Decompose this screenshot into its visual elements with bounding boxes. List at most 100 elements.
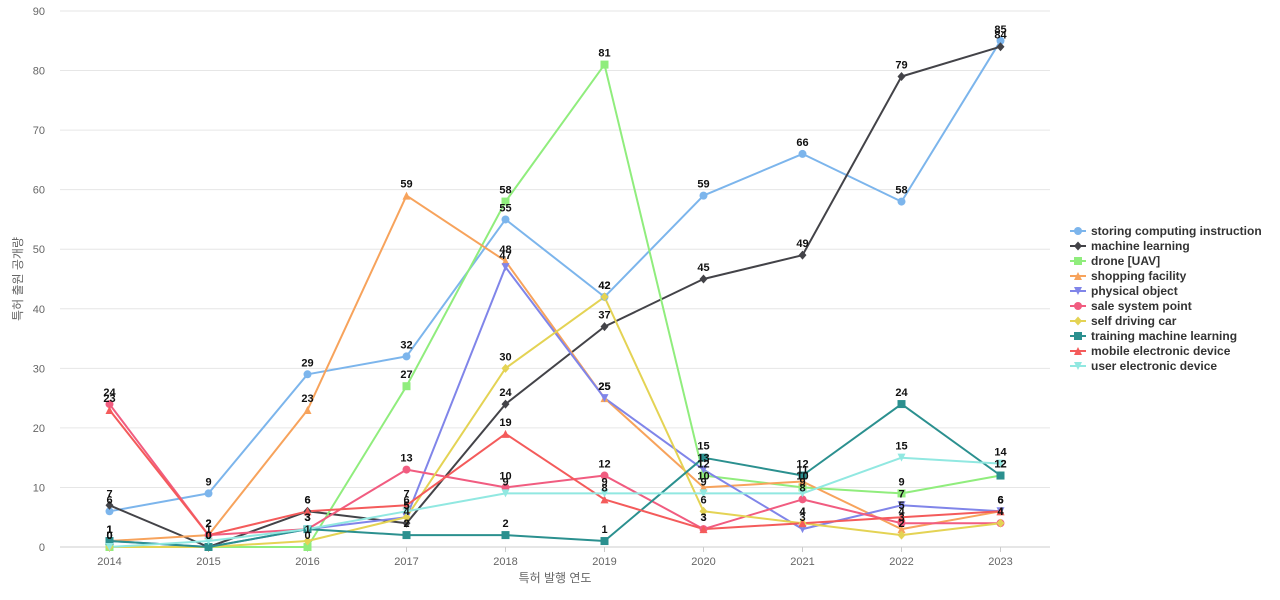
series-line-sale-system-point[interactable]	[108, 403, 1001, 537]
data-label-machine-learning: 37	[598, 310, 610, 322]
data-label-self-driving-car: 42	[598, 280, 610, 292]
data-label-physical-object: 7	[898, 488, 904, 500]
data-point-training-machine-learning	[699, 453, 708, 462]
data-label-mobile-electronic-device: 6	[304, 494, 310, 506]
series-line-user-electronic-device[interactable]	[109, 456, 1001, 548]
data-label-mobile-electronic-device: 19	[499, 417, 511, 429]
legend-item-storing-computing-instruction[interactable]: storing computing instruction	[1070, 223, 1262, 238]
legend-item-sale-system-point[interactable]: sale system point	[1070, 298, 1262, 313]
x-tick-label: 2015	[196, 556, 220, 568]
data-label-training-machine-learning: 24	[895, 387, 908, 399]
data-label-drone-uav: 12	[994, 459, 1006, 471]
y-tick-label: 10	[33, 482, 45, 494]
data-point-training-machine-learning	[600, 537, 609, 546]
data-label-storing-computing-instruction: 59	[697, 179, 709, 191]
data-label-storing-computing-instruction: 66	[796, 137, 808, 149]
data-point-shopping-facility	[897, 525, 906, 534]
data-point-training-machine-learning	[996, 471, 1005, 480]
data-label-storing-computing-instruction: 58	[895, 185, 907, 197]
data-label-self-driving-car: 0	[205, 530, 211, 542]
data-label-shopping-facility: 3	[898, 512, 904, 524]
legend-item-mobile-electronic-device[interactable]: mobile electronic device	[1070, 343, 1262, 358]
data-point-machine-learning	[897, 72, 906, 82]
data-point-sale-system-point	[105, 400, 114, 409]
data-label-shopping-facility: 48	[499, 244, 511, 256]
data-point-drone-uav	[600, 60, 609, 69]
data-label-self-driving-car: 1	[304, 524, 310, 536]
data-point-user-electronic-device	[402, 507, 411, 516]
data-label-physical-object: 1	[106, 524, 112, 536]
data-label-user-electronic-device: 14	[994, 447, 1007, 459]
data-point-drone-uav	[402, 382, 411, 391]
data-point-user-electronic-device	[204, 537, 213, 546]
data-point-user-electronic-device	[600, 489, 609, 498]
legend-item-self-driving-car[interactable]: self driving car	[1070, 313, 1262, 328]
data-label-mobile-electronic-device: 3	[700, 512, 706, 524]
legend-symbol	[1070, 361, 1086, 370]
x-tick-label: 2017	[394, 556, 418, 568]
data-point-machine-learning	[996, 42, 1005, 52]
data-label-sale-system-point: 10	[499, 470, 511, 482]
data-label-mobile-electronic-device: 23	[103, 393, 115, 405]
series-line-drone-uav[interactable]	[109, 63, 1001, 548]
data-label-machine-learning: 0	[205, 530, 211, 542]
legend-item-drone-uav[interactable]: drone [UAV]	[1070, 253, 1262, 268]
gridlines	[60, 10, 1050, 548]
data-label-user-electronic-device: 6	[403, 494, 409, 506]
legend-label: mobile electronic device	[1091, 343, 1231, 358]
data-point-user-electronic-device	[897, 453, 906, 462]
data-label-user-electronic-device: 0	[106, 530, 112, 542]
data-label-user-electronic-device: 9	[502, 476, 508, 488]
series-line-mobile-electronic-device[interactable]	[108, 409, 1001, 537]
data-label-self-driving-car: 5	[403, 500, 409, 512]
legend-label: training machine learning	[1091, 328, 1238, 343]
data-point-storing-computing-instruction	[501, 215, 510, 224]
data-point-training-machine-learning	[501, 531, 510, 540]
data-label-machine-learning: 24	[499, 387, 512, 399]
data-label-machine-learning: 45	[697, 262, 709, 274]
data-label-shopping-facility: 10	[697, 470, 709, 482]
data-label-drone-uav: 0	[106, 530, 112, 542]
legend-marker	[1074, 241, 1082, 250]
legend-item-training-machine-learning[interactable]: training machine learning	[1070, 328, 1262, 343]
series-line-training-machine-learning[interactable]	[109, 403, 1002, 548]
data-label-physical-object: 13	[697, 453, 709, 465]
data-label-machine-learning: 84	[994, 30, 1007, 42]
data-label-self-driving-car: 4	[799, 506, 806, 518]
data-label-shopping-facility: 2	[205, 518, 211, 530]
legend-item-user-electronic-device[interactable]: user electronic device	[1070, 358, 1262, 373]
data-point-user-electronic-device	[996, 459, 1005, 468]
legend-marker	[1074, 256, 1082, 265]
legend-item-physical-object[interactable]: physical object	[1070, 283, 1262, 298]
data-point-user-electronic-device	[798, 489, 807, 498]
legend-symbol	[1070, 331, 1086, 340]
series-line-storing-computing-instruction[interactable]	[109, 40, 1002, 513]
data-label-sale-system-point: 2	[205, 518, 211, 530]
data-point-shopping-facility	[303, 406, 312, 415]
data-point-machine-learning	[402, 518, 411, 528]
series-line-shopping-facility[interactable]	[109, 194, 1001, 542]
data-point-physical-object	[699, 465, 708, 474]
series-line-machine-learning[interactable]	[109, 45, 1001, 548]
data-label-physical-object: 47	[499, 250, 511, 262]
series-line-self-driving-car[interactable]	[109, 295, 1001, 548]
data-label-training-machine-learning: 1	[106, 524, 112, 536]
data-label-self-driving-car: 0	[106, 530, 112, 542]
data-label-sale-system-point: 13	[400, 453, 412, 465]
x-tick-label: 2023	[988, 556, 1012, 568]
data-label-sale-system-point: 4	[997, 506, 1004, 518]
data-label-mobile-electronic-device: 2	[205, 518, 211, 530]
data-point-self-driving-car	[501, 363, 510, 373]
data-label-training-machine-learning: 12	[994, 459, 1006, 471]
legend-item-shopping-facility[interactable]: shopping facility	[1070, 268, 1262, 283]
data-label-self-driving-car: 4	[997, 506, 1004, 518]
data-point-drone-uav	[798, 483, 807, 492]
legend-marker	[1074, 286, 1082, 295]
data-label-training-machine-learning: 3	[304, 512, 310, 524]
legend-item-machine-learning[interactable]: machine learning	[1070, 238, 1262, 253]
data-label-user-electronic-device: 1	[205, 524, 211, 536]
data-point-mobile-electronic-device	[996, 507, 1005, 516]
data-point-training-machine-learning	[105, 537, 114, 546]
data-label-storing-computing-instruction: 55	[499, 202, 511, 214]
